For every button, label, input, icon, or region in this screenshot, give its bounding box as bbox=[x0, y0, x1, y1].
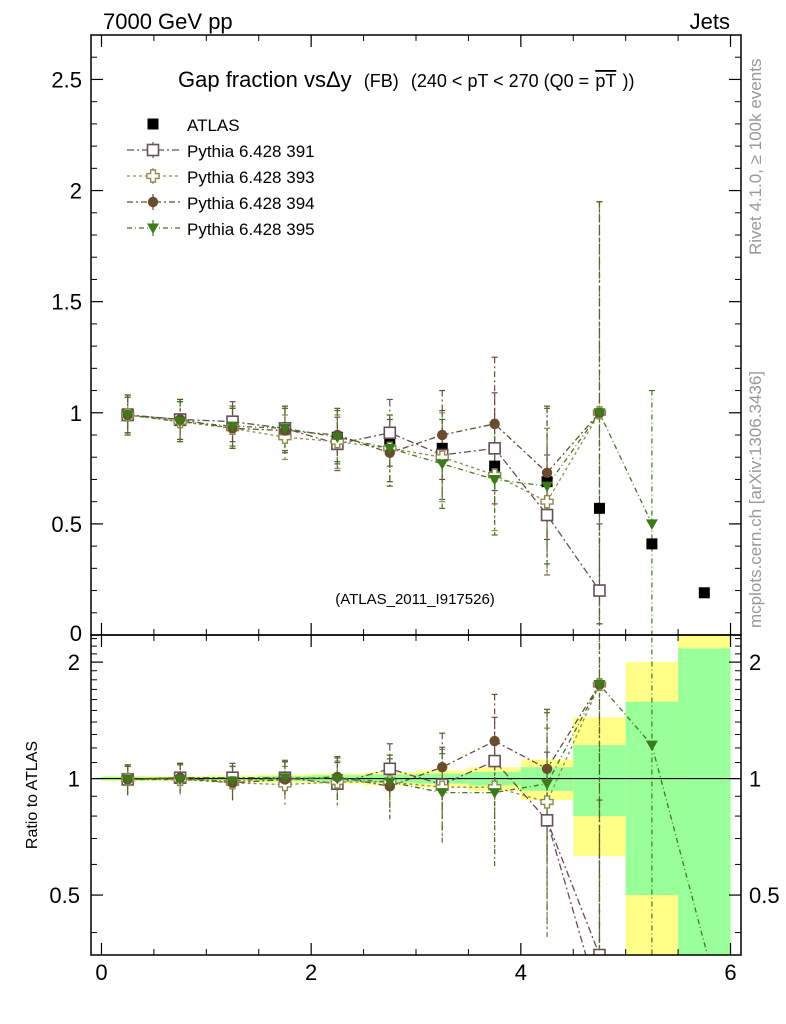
series-3-ratio-point-4 bbox=[331, 774, 344, 785]
y-tick-label-3: 2 bbox=[70, 179, 82, 204]
legend-label-atlas: ATLAS bbox=[187, 116, 240, 135]
series-3-ratio-point-2 bbox=[226, 776, 239, 788]
series-3-point-6 bbox=[436, 459, 449, 470]
ratio-y-tick-label-left-2: 2 bbox=[68, 650, 80, 675]
ratio-y-tick-label-left-1: 1 bbox=[68, 767, 80, 792]
x-tick-label-1: 2 bbox=[305, 960, 317, 985]
series-3-ratio-line bbox=[127, 683, 653, 794]
series-3-point-7 bbox=[488, 474, 501, 486]
legend-label-0: Pythia 6.428 391 bbox=[187, 142, 315, 161]
series-0-point-5 bbox=[383, 426, 397, 440]
series-3-point-0 bbox=[121, 410, 134, 421]
axes: 0 2 4 6 0.5 1 1.5 2 2.5 0 0.5 0.5 1 1 2 2 bbox=[49, 35, 780, 985]
mcplots-label: mcplots.cern.ch [arXiv:1306.3436] bbox=[746, 371, 765, 628]
series-2-point-6 bbox=[437, 429, 448, 441]
series-0-line bbox=[127, 414, 601, 591]
series-2-ratio-point-8 bbox=[541, 763, 553, 774]
chart-title-main: Gap fraction vsΔy bbox=[178, 67, 352, 92]
y-tick-label-0: 0.5 bbox=[51, 512, 82, 537]
series-2-point-7 bbox=[489, 418, 500, 430]
legend-marker-0 bbox=[146, 143, 160, 157]
series-2-line bbox=[127, 412, 600, 474]
analysis-label: (ATLAS_2011_I917526) bbox=[335, 591, 495, 608]
ratio-y-tick-label-right-0: 0.5 bbox=[749, 883, 780, 908]
series-3-ratio-tail bbox=[651, 744, 709, 955]
atlas-point-9 bbox=[593, 502, 605, 514]
main-series-layer bbox=[120, 201, 710, 635]
series-2-ratio-point-6 bbox=[437, 762, 448, 773]
series-2-point-8 bbox=[541, 467, 553, 478]
ratio-y-tick-label-right-1: 1 bbox=[749, 767, 761, 792]
series-0-ratio-point-9 bbox=[593, 948, 606, 955]
series-3-ratio-point-9 bbox=[593, 680, 606, 691]
series-1-ratio-line bbox=[127, 684, 601, 803]
atlas-point-6 bbox=[436, 442, 448, 454]
series-0-ratio-point-7 bbox=[488, 754, 501, 768]
legend-marker-1 bbox=[146, 169, 160, 183]
series-3-point-5 bbox=[383, 443, 396, 455]
chart-title-cut: (240 < pT < 270 (Q0 = bbox=[411, 71, 589, 91]
rivet-label: Rivet 4.1.0, ≥ 100k events bbox=[746, 59, 765, 255]
y-tick-label-1: 1 bbox=[70, 401, 82, 426]
legend-label-3: Pythia 6.428 395 bbox=[187, 220, 315, 239]
legend-marker-2 bbox=[147, 196, 159, 208]
legend-marker-3 bbox=[147, 223, 159, 234]
ratio-y-tick-label-right-2: 2 bbox=[749, 650, 761, 675]
series-2-ratio-line bbox=[127, 684, 601, 787]
x-tick-label-3: 6 bbox=[724, 960, 736, 985]
series-3-ratio-point-8 bbox=[541, 779, 554, 790]
atlas-point-11 bbox=[698, 587, 710, 599]
ratio-axis-title: Ratio to ATLAS bbox=[24, 741, 41, 849]
series-3-ratio-point-10 bbox=[645, 740, 658, 752]
ratio-uncertainty-bands bbox=[101, 635, 731, 955]
band-stat-11 bbox=[678, 648, 731, 955]
series-3-point-9 bbox=[593, 408, 606, 419]
legend-marker-atlas bbox=[147, 118, 159, 130]
series-0-ratio-line bbox=[127, 760, 601, 955]
chart-title-cut-symbol: pT bbox=[595, 71, 616, 91]
legend: ATLAS Pythia 6.428 391 Pythia 6.428 393 Pyt… bbox=[127, 116, 315, 239]
series-1-point-8 bbox=[540, 494, 554, 509]
series-3-ratio-point-3 bbox=[278, 773, 291, 784]
series-3-ratio-point-0 bbox=[121, 774, 134, 786]
series-3-point-3 bbox=[278, 423, 291, 435]
series-1-line bbox=[127, 412, 601, 503]
header-left: 7000 GeV pp bbox=[103, 9, 233, 34]
y-tick-label-2: 1.5 bbox=[51, 290, 82, 315]
series-3-point-4 bbox=[331, 432, 344, 444]
chart-title: Gap fraction vsΔy (FB) (240 < pT < 270 (… bbox=[178, 67, 634, 92]
x-tick-label-2: 4 bbox=[515, 960, 527, 985]
series-3-point-8 bbox=[541, 481, 554, 493]
series-1-ratio-point-8 bbox=[540, 795, 554, 809]
series-0-point-8 bbox=[540, 508, 554, 522]
chart-title-close: )) bbox=[622, 71, 634, 91]
series-0-point-7 bbox=[488, 442, 501, 455]
series-0-ratio-tail bbox=[546, 820, 587, 955]
series-3-ratio-point-1 bbox=[174, 774, 187, 786]
x-tick-label-0: 0 bbox=[95, 960, 107, 985]
legend-label-1: Pythia 6.428 393 bbox=[187, 168, 315, 187]
series-3-ratio-point-7 bbox=[488, 788, 501, 799]
atlas-point-7 bbox=[489, 460, 501, 472]
series-0-ratio-point-8 bbox=[540, 814, 554, 827]
series-3-point-1 bbox=[174, 417, 187, 428]
header-right: Jets bbox=[690, 9, 730, 34]
series-2-ratio-point-7 bbox=[489, 735, 500, 747]
y-tick-label-bottom: 0 bbox=[70, 621, 82, 646]
legend-label-2: Pythia 6.428 394 bbox=[187, 194, 315, 213]
y-tick-label-4: 2.5 bbox=[51, 67, 82, 92]
atlas-point-10 bbox=[646, 538, 658, 550]
ratio-y-tick-label-left-0: 0.5 bbox=[49, 883, 80, 908]
series-0-point-9 bbox=[593, 584, 606, 597]
ratio-series-layer bbox=[120, 635, 709, 955]
chart-title-fb: (FB) bbox=[364, 71, 399, 91]
series-3-point-10 bbox=[645, 519, 658, 530]
series-3-point-2 bbox=[226, 421, 239, 433]
series-3-ratio-point-5 bbox=[383, 777, 396, 788]
series-3-ratio-point-6 bbox=[436, 788, 449, 799]
series-0-ratio-point-5 bbox=[383, 762, 397, 776]
